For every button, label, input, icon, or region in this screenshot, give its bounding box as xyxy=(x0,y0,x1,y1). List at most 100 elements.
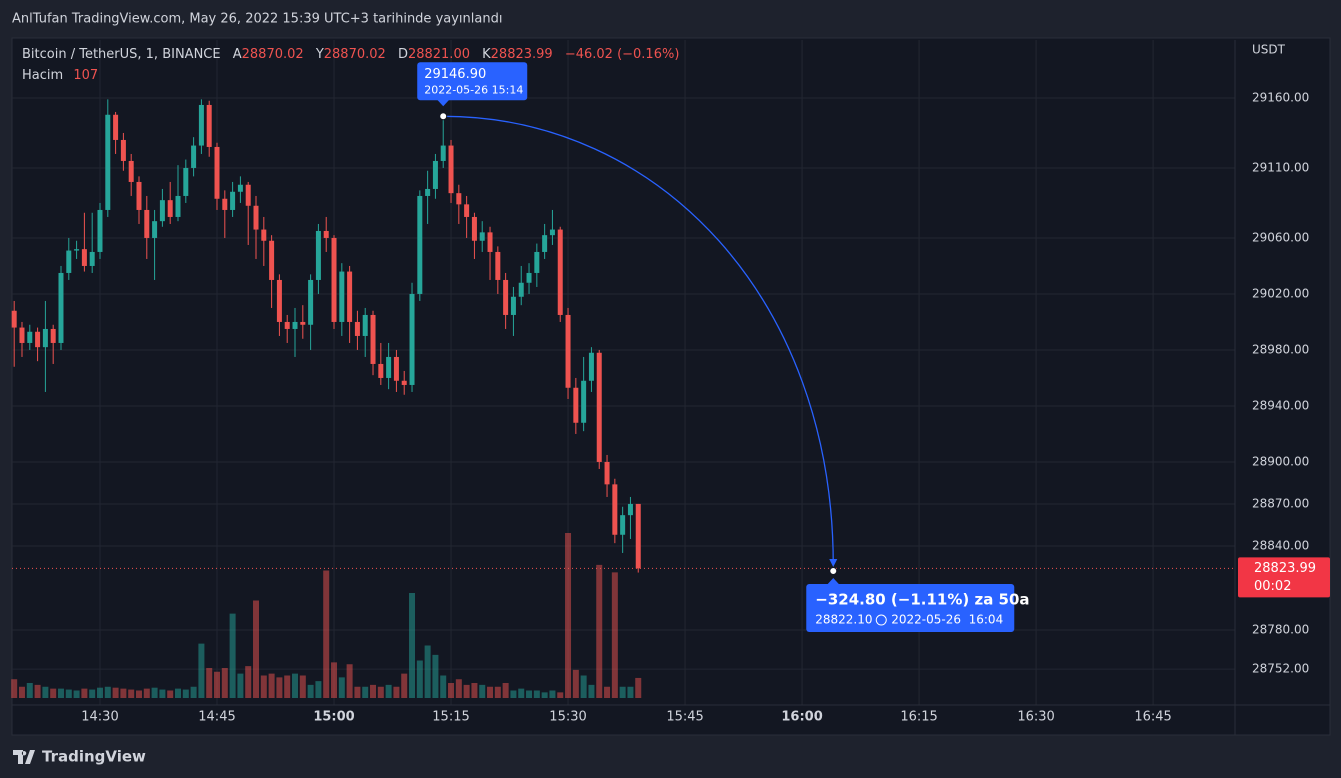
publish-note: AnlTufan TradingView.com, May 26, 2022 1… xyxy=(12,12,502,27)
volume-bar xyxy=(260,675,267,698)
high-key: Y xyxy=(315,47,324,62)
measure-curve xyxy=(443,115,834,566)
volume-bar xyxy=(377,686,384,698)
volume-key: Hacim xyxy=(22,68,63,83)
volume-bar xyxy=(565,533,572,698)
y-tick-label: 28780.00 xyxy=(1252,622,1309,636)
volume-bar xyxy=(401,673,408,698)
volume-bar xyxy=(237,673,244,698)
volume-bar xyxy=(424,645,431,698)
candle-body xyxy=(596,352,602,462)
candle-body xyxy=(627,503,633,516)
candle-body xyxy=(167,200,173,217)
candle-body xyxy=(230,191,236,210)
candle-body xyxy=(253,205,259,230)
candle-body xyxy=(105,114,111,210)
candle-body xyxy=(604,461,610,485)
volume-bar xyxy=(96,687,103,698)
y-tick-label: 28940.00 xyxy=(1252,398,1309,412)
candle-body xyxy=(261,229,267,241)
y-tick-label: 29020.00 xyxy=(1252,286,1309,300)
candle-body xyxy=(557,229,563,315)
volume-bar xyxy=(448,683,455,698)
volume-bar xyxy=(18,686,25,698)
candle-body xyxy=(347,271,353,322)
volume-bar xyxy=(268,673,275,698)
volume-bar xyxy=(416,660,423,698)
candle-body xyxy=(331,237,337,322)
candle-body xyxy=(276,279,282,322)
volume-bar xyxy=(487,686,494,698)
candle-body xyxy=(97,209,103,252)
candle-body xyxy=(510,296,516,315)
volume-bar xyxy=(432,654,439,698)
clock-icon xyxy=(875,614,887,626)
candle-body xyxy=(11,310,17,328)
candle-body xyxy=(113,114,119,140)
candle-body xyxy=(292,321,298,329)
end-time: 2022-05-26 16:04 xyxy=(891,613,1003,627)
candle-body xyxy=(206,104,212,147)
candle-body xyxy=(362,314,368,336)
volume-bar xyxy=(57,688,64,698)
candle-body xyxy=(284,321,290,329)
candle-body xyxy=(214,146,220,199)
candle-body xyxy=(191,145,197,168)
candle-body xyxy=(308,279,314,325)
candle-body xyxy=(456,193,462,205)
volume-bar xyxy=(135,690,142,698)
volume-bar xyxy=(346,664,353,698)
x-tick-label: 15:00 xyxy=(313,710,354,725)
y-tick-label: 29160.00 xyxy=(1252,90,1309,104)
measure-arrow xyxy=(829,559,838,568)
end-price: 28822.10 xyxy=(815,613,872,627)
volume-bar xyxy=(292,673,299,698)
close-key: K xyxy=(482,47,491,62)
volume-bar xyxy=(354,686,361,698)
volume-bar xyxy=(362,686,369,698)
candle-body xyxy=(120,139,126,161)
volume-bar xyxy=(42,686,49,698)
volume-bar xyxy=(572,669,579,698)
candle-body xyxy=(183,167,189,196)
y-tick-label: 28980.00 xyxy=(1252,342,1309,356)
candle-body xyxy=(620,515,626,535)
x-tick-label: 16:00 xyxy=(781,710,822,725)
candle-body xyxy=(440,145,446,161)
start-time: 2022-05-26 15:14 xyxy=(424,83,523,96)
y-tick-label: 28900.00 xyxy=(1252,454,1309,468)
candle-body xyxy=(144,209,150,238)
volume-bar xyxy=(440,675,447,698)
volume-bar xyxy=(120,688,127,698)
volume-bar xyxy=(128,689,135,698)
candle-body xyxy=(518,282,524,297)
volume-bar xyxy=(370,684,377,698)
candle-body xyxy=(417,195,423,294)
countdown: 00:02 xyxy=(1254,579,1291,594)
volume-bar xyxy=(604,686,611,698)
volume-bar xyxy=(635,677,642,698)
change: −46.02 (−0.16%) xyxy=(565,47,680,62)
candle-body xyxy=(222,198,228,210)
candle-body xyxy=(409,293,415,385)
volume-bar xyxy=(276,677,283,698)
candle-body xyxy=(635,503,641,569)
volume-bar xyxy=(104,686,111,698)
candle-body xyxy=(549,229,555,236)
candle-body xyxy=(159,200,165,222)
brand: TradingView xyxy=(42,748,146,766)
x-tick-label: 16:45 xyxy=(1134,710,1171,725)
open-value: 28870.02 xyxy=(242,47,304,62)
volume-bar xyxy=(580,675,587,698)
candle-body xyxy=(354,321,360,336)
volume-bar xyxy=(50,688,57,698)
volume-value: 107 xyxy=(73,68,98,83)
x-tick-label: 15:15 xyxy=(432,710,469,725)
volume-bar xyxy=(221,668,228,698)
high-value: 28870.02 xyxy=(324,47,386,62)
volume-bar xyxy=(206,668,213,698)
volume-bar xyxy=(533,690,540,698)
volume-bar xyxy=(214,671,221,698)
volume-bar xyxy=(198,643,205,698)
